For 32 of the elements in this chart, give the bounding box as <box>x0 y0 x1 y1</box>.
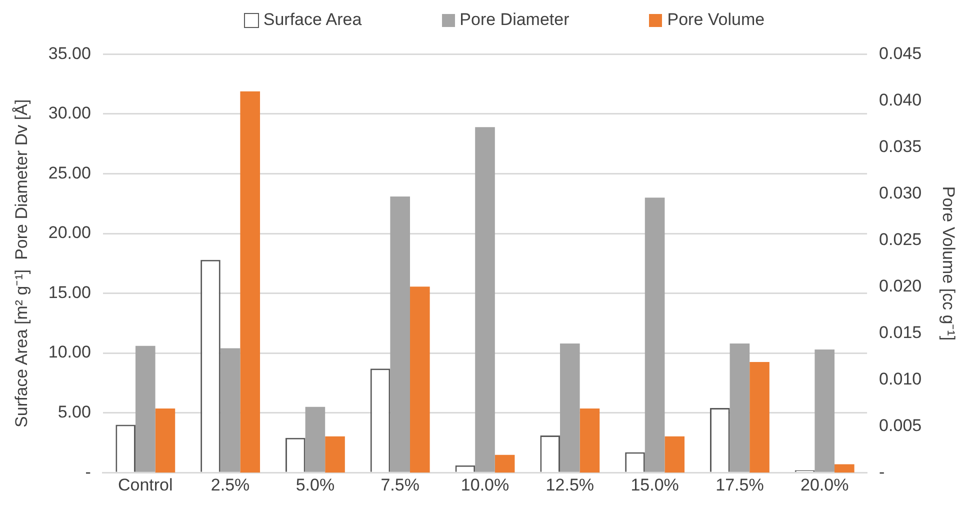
y2-tick-label: 0.045 <box>879 44 922 63</box>
y2-tick-label: 0.020 <box>879 276 922 296</box>
y-tick-label: 20.00 <box>48 223 91 242</box>
y2-tick-label: 0.010 <box>879 369 922 388</box>
x-tick-label: 10.0% <box>460 475 510 494</box>
y-tick-label: 15.00 <box>48 282 91 302</box>
y2-tick-label: 0.030 <box>879 183 922 202</box>
x-tick-label: 17.5% <box>716 475 764 494</box>
legend-label: Pore Volume <box>667 10 765 30</box>
x-tick-label: 15.0% <box>630 475 679 494</box>
y2-tick-label: 0.025 <box>879 230 922 249</box>
y2-tick-label: 0.035 <box>879 136 922 156</box>
y2-tick-label: 0.040 <box>879 90 922 110</box>
y-axis-title: Surface Area [m² g⁻¹] Pore Diameter Dv [Å] <box>12 99 31 428</box>
y-tick-label: 35.00 <box>48 44 91 63</box>
x-tick-label: 5.0% <box>296 475 335 494</box>
y-tick-label: 10.00 <box>48 342 91 362</box>
y-tick-label: 25.00 <box>48 163 91 182</box>
y-tick-label: 30.00 <box>48 104 91 123</box>
legend-label: Surface Area <box>263 10 362 30</box>
y-tick-label: 5.00 <box>58 402 91 422</box>
x-tick-label: 7.5% <box>380 475 420 494</box>
x-tick-label: 2.5% <box>210 475 250 494</box>
x-tick-label: Control <box>118 475 173 494</box>
y2-tick-label: 0.005 <box>879 416 922 435</box>
legend-label: Pore Diameter <box>460 10 570 30</box>
x-tick-label: 12.5% <box>546 475 594 494</box>
y2-tick-label: - <box>879 462 885 482</box>
y-tick-label: - <box>85 462 91 482</box>
x-tick-label: 20.0% <box>800 475 849 494</box>
y2-axis-title: Pore Volume [cc g⁻¹] <box>939 186 958 341</box>
y2-tick-label: 0.015 <box>879 322 922 342</box>
